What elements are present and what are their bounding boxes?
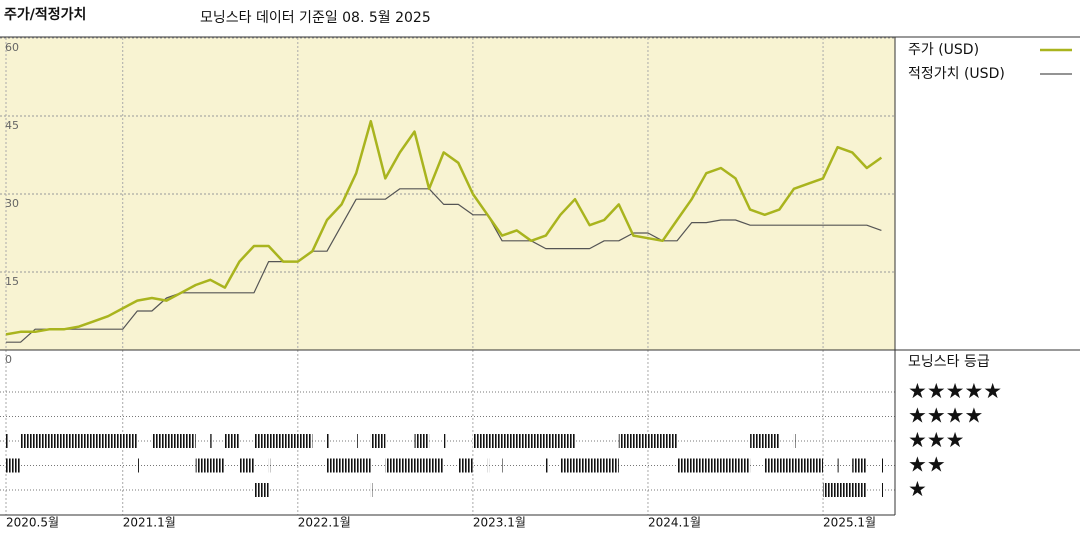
rating-period [823,483,867,497]
y-tick-label: 30 [5,197,19,210]
rating-label: ★★ [908,453,946,477]
rating-period [137,458,139,473]
rating-label: ★ [908,477,927,501]
rating-period [881,483,884,497]
rating-period [210,434,212,448]
rating-period [487,458,490,473]
x-tick-label: 2021.1월 [123,516,176,530]
rating-period [677,458,751,473]
rating-period [6,458,21,473]
rating-period [326,434,329,448]
rating-period [356,434,358,448]
rating-period [224,434,240,448]
rating-period [852,458,867,473]
rating-period [151,434,196,448]
series-line [5,119,883,336]
rating-label: ★★★★ [908,404,983,428]
chart-title: 주가/적정가치 [4,6,86,23]
y-tick-label: 45 [5,119,19,132]
rating-period [254,483,269,497]
rating-period [545,458,548,473]
rating-period [6,434,8,448]
rating-period [764,458,824,473]
y-tick-label: 15 [5,275,19,288]
x-tick-label: 2023.1월 [473,516,526,530]
x-tick-label: 2025.1월 [823,516,876,530]
rating-period [472,434,576,448]
rating-period [239,458,255,473]
y-tick-label: 60 [5,41,19,54]
rating-period [370,483,373,497]
rating-period [195,458,225,473]
rating-period [837,458,840,473]
rating-period [326,458,371,473]
rating-label: ★★★ [908,428,964,452]
legend-label: 주가 (USD) [908,42,979,58]
rating-title: 모닝스타 등급 [908,354,990,370]
x-tick-label: 2022.1월 [298,516,351,530]
rating-period [443,434,446,448]
rating-period [20,434,138,448]
series-line [6,188,882,343]
y-tick-label: 0 [5,353,12,366]
chart-subtitle: 모닝스타 데이터 기준일 08. 5월 2025 [200,10,431,26]
x-tick-label: 2024.1월 [648,516,701,530]
rating-period [560,458,619,473]
rating-period [618,434,678,448]
rating-period [268,458,271,473]
rating-period [502,458,504,473]
rating-period [385,458,444,473]
rating-period [793,434,796,448]
rating-period [881,458,884,473]
rating-label: ★★★★★ [908,379,1002,403]
rating-period [750,434,780,448]
rating-period [370,434,386,448]
rating-period [254,434,313,448]
rating-period [458,458,473,473]
rating-period [414,434,430,448]
legend-label: 적정가치 (USD) [908,66,1005,82]
x-tick-label: 2020.5월 [6,516,59,530]
